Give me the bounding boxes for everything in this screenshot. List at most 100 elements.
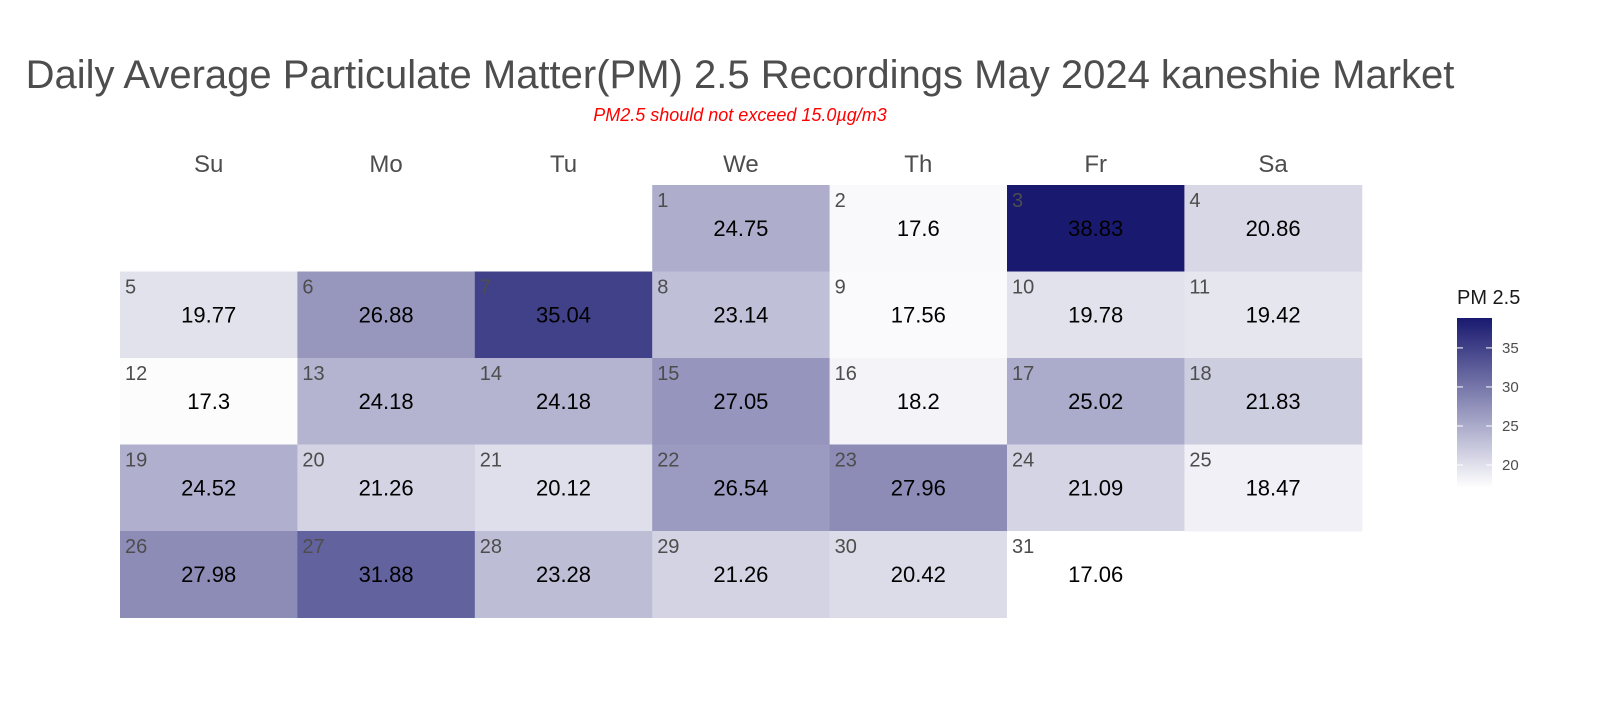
day-number: 25 — [1189, 450, 1211, 472]
legend: PM 2.5 20 25 30 35 — [1457, 287, 1520, 488]
day-number: 2 — [835, 190, 846, 212]
pm25-value-label: 17.56 — [891, 303, 946, 328]
calendar-day-cell: 19 24.52 — [120, 444, 298, 532]
day-number: 9 — [835, 277, 846, 299]
calendar-day-cell: 519.77 — [120, 271, 298, 359]
calendar-day-cell: 10 19.78 — [1007, 271, 1185, 359]
pm25-value-label: 24.75 — [713, 216, 768, 241]
heatmap-cell — [652, 444, 831, 532]
heatmap-cell — [120, 444, 298, 532]
pm25-value-label: 19.42 — [1246, 303, 1301, 328]
weekday-label: Fr — [1084, 151, 1107, 178]
pm25-value-label: 18.47 — [1246, 476, 1301, 501]
calendar-day-cell: 17 25.02 — [1007, 358, 1185, 445]
day-number: 31 — [1012, 536, 1034, 558]
pm25-value-label: 21.09 — [1068, 476, 1123, 501]
weekday-headers: Su Mo Tu We Th Fr Sa — [194, 151, 1288, 178]
day-number: 27 — [302, 536, 324, 558]
pm25-value-label: 27.05 — [713, 389, 768, 414]
calendar-grid: 124.75217.6338.83420.86519.77626.88735.0… — [120, 185, 1363, 618]
day-number: 18 — [1189, 363, 1211, 385]
pm25-value-label: 17.3 — [187, 389, 230, 414]
heatmap-cell — [1007, 531, 1185, 618]
pm25-value-label: 27.96 — [891, 476, 946, 501]
legend-tick-label: 30 — [1502, 379, 1519, 396]
heatmap-cell — [474, 358, 653, 445]
heatmap-cell — [1184, 444, 1363, 532]
pm25-value-label: 20.86 — [1246, 216, 1301, 241]
calendar-day-cell: 420.86 — [1184, 185, 1363, 272]
calendar-day-cell: 23 27.96 — [829, 444, 1008, 532]
pm25-value-label: 35.04 — [536, 303, 591, 328]
day-number: 3 — [1012, 190, 1023, 212]
heatmap-cell — [120, 531, 298, 618]
calendar-day-cell: 12 17.3 — [120, 358, 298, 445]
legend-tick-label: 20 — [1502, 457, 1519, 474]
pm25-value-label: 23.14 — [713, 303, 768, 328]
day-number: 24 — [1012, 450, 1034, 472]
calendar-day-cell: 217.6 — [829, 185, 1008, 272]
heatmap-cell — [1007, 444, 1185, 532]
heatmap-cell — [829, 531, 1008, 618]
heatmap-cell — [297, 444, 476, 532]
pm25-value-label: 19.78 — [1068, 303, 1123, 328]
calendar-day-cell: 338.83 — [1007, 185, 1185, 272]
weekday-label: Mo — [369, 151, 402, 178]
heatmap-cell — [297, 358, 476, 445]
heatmap-cell — [120, 271, 298, 359]
calendar-day-cell: 22 26.54 — [652, 444, 831, 532]
day-number: 20 — [302, 450, 324, 472]
pm25-value-label: 17.6 — [897, 216, 940, 241]
legend-tick-label: 35 — [1502, 340, 1519, 357]
calendar-day-cell: 30 20.42 — [829, 531, 1008, 618]
calendar-day-cell: 823.14 — [652, 271, 831, 359]
weekday-label: Th — [904, 151, 932, 178]
heatmap-cell — [1184, 271, 1363, 359]
pm25-value-label: 19.77 — [181, 303, 236, 328]
pm25-value-label: 21.83 — [1246, 389, 1301, 414]
calendar-day-cell: 124.75 — [652, 185, 831, 272]
day-number: 4 — [1189, 190, 1200, 212]
heatmap-cell — [652, 271, 831, 359]
pm25-value-label: 20.12 — [536, 476, 591, 501]
calendar-day-cell: 18 21.83 — [1184, 358, 1363, 445]
pm25-value-label: 31.88 — [359, 562, 414, 587]
pm25-value-label: 25.02 — [1068, 389, 1123, 414]
pm25-value-label: 26.54 — [713, 476, 768, 501]
heatmap-cell — [1007, 271, 1185, 359]
heatmap-cell — [474, 271, 653, 359]
calendar-day-cell: 16 18.2 — [829, 358, 1008, 445]
day-number: 14 — [480, 363, 502, 385]
day-number: 16 — [835, 363, 857, 385]
heatmap-cell — [829, 444, 1008, 532]
pm25-value-label: 27.98 — [181, 562, 236, 587]
day-number: 13 — [302, 363, 324, 385]
day-number: 26 — [125, 536, 147, 558]
day-number: 6 — [302, 277, 313, 299]
day-number: 22 — [657, 450, 679, 472]
day-number: 1 — [657, 190, 668, 212]
day-number: 5 — [125, 277, 136, 299]
chart-title: Daily Average Particulate Matter(PM) 2.5… — [26, 53, 1455, 97]
heatmap-cell — [474, 531, 653, 618]
calendar-day-cell: 28 23.28 — [474, 531, 653, 618]
day-number: 10 — [1012, 277, 1034, 299]
legend-title: PM 2.5 — [1457, 287, 1520, 309]
day-number: 29 — [657, 536, 679, 558]
day-number: 12 — [125, 363, 147, 385]
pm25-value-label: 20.42 — [891, 562, 946, 587]
pm25-value-label: 26.88 — [359, 303, 414, 328]
day-number: 7 — [480, 277, 491, 299]
calendar-day-cell: 13 24.18 — [297, 358, 476, 445]
legend-colorbar — [1457, 318, 1492, 488]
calendar-day-cell: 14 24.18 — [474, 358, 653, 445]
calendar-day-cell: 917.56 — [829, 271, 1008, 359]
day-number: 19 — [125, 450, 147, 472]
heatmap-cell — [652, 358, 831, 445]
weekday-label: Sa — [1258, 151, 1288, 178]
calendar-day-cell: 735.04 — [474, 271, 653, 359]
day-number: 15 — [657, 363, 679, 385]
heatmap-cell — [1007, 358, 1185, 445]
weekday-label: Tu — [550, 151, 577, 178]
